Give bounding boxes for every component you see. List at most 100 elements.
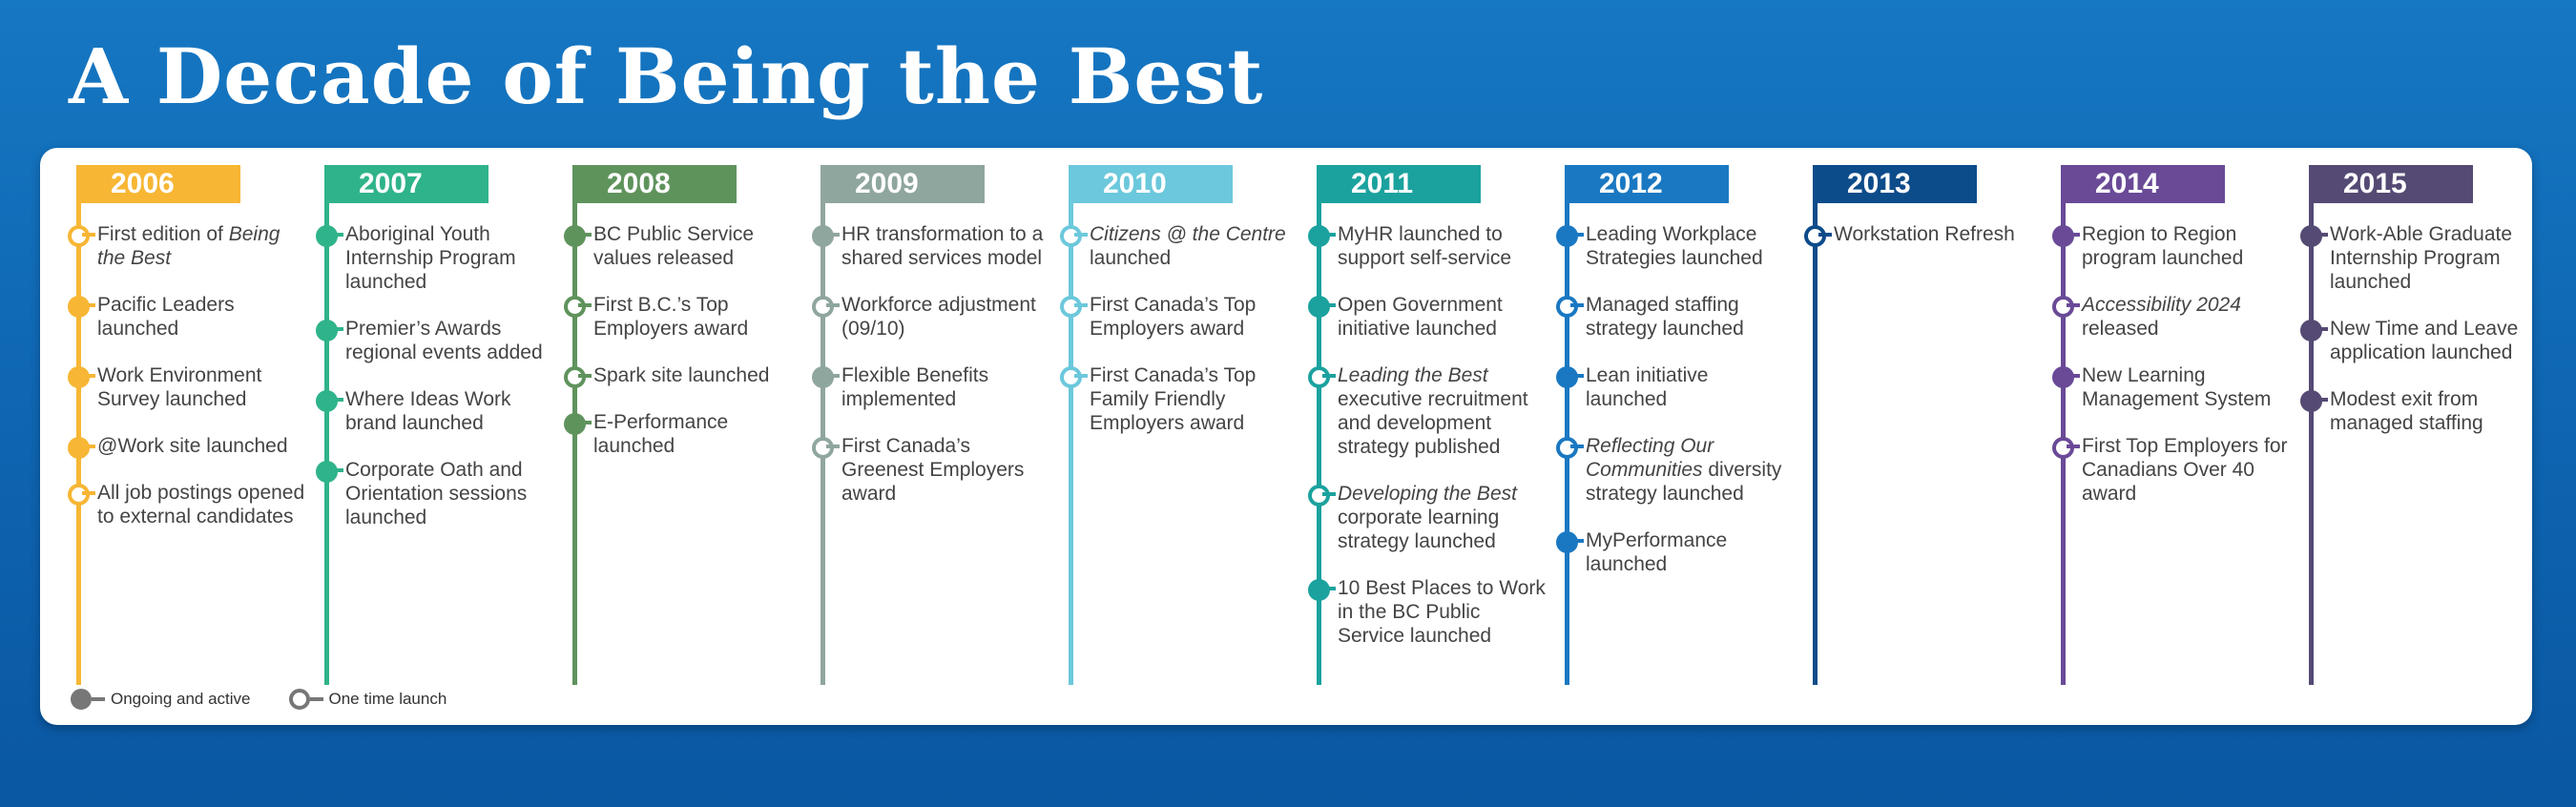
event-tick	[82, 491, 95, 495]
event-text: First Top Employers for Canadians Over 4…	[2082, 435, 2288, 505]
event-tick	[330, 233, 343, 237]
event-text: New Learning Management System	[2082, 364, 2272, 410]
event-list: First edition of Being the Best Pacific L…	[59, 222, 305, 551]
event-tick	[2315, 327, 2328, 331]
year-column-2008: 2008 BC Public Service values released Fir…	[555, 165, 801, 685]
event-tick	[1322, 492, 1336, 496]
timeline-event: Work Environment Survey launched	[59, 363, 305, 411]
filled-dot-icon	[71, 689, 92, 710]
event-text: Corporate Oath and Orientation sessions …	[345, 459, 528, 528]
timeline-event: New Learning Management System	[2044, 363, 2290, 411]
legend: Ongoing and active One time launch	[71, 689, 485, 710]
event-text: Citizens @ the Centre launched	[1090, 223, 1286, 269]
event-tick	[330, 468, 343, 472]
timeline-event: Flexible Benefits implemented	[803, 363, 1049, 411]
event-list: Leading Workplace Strategies launched Man…	[1548, 222, 1794, 599]
event-tick	[578, 303, 592, 307]
event-tick	[826, 374, 840, 378]
year-column-2014: 2014 Region to Region program launched Acc…	[2044, 165, 2290, 685]
event-text: Where Ideas Work brand launched	[345, 388, 511, 434]
year-label: 2015	[2309, 165, 2473, 203]
legend-one-time: One time launch	[288, 689, 447, 710]
event-tick	[1570, 303, 1584, 307]
year-column-2007: 2007 Aboriginal Youth Internship Program …	[307, 165, 553, 685]
event-tick	[330, 327, 343, 331]
event-title-italic: Being the Best	[97, 223, 280, 269]
year-label: 2008	[572, 165, 737, 203]
event-tick	[2315, 398, 2328, 402]
year-label: 2007	[324, 165, 488, 203]
event-text: Aboriginal Youth Internship Program laun…	[345, 223, 516, 293]
timeline-event: Corporate Oath and Orientation sessions …	[307, 458, 553, 529]
timeline-event: Spark site launched	[555, 363, 801, 388]
event-tick	[1570, 445, 1584, 448]
event-text: BC Public Service values released	[593, 223, 755, 269]
timeline-event: First Canada’s Top Employers award	[1051, 293, 1298, 341]
event-text: Workstation Refresh	[1834, 223, 2015, 245]
event-tick	[1074, 233, 1088, 237]
timeline-stem	[1813, 165, 1818, 685]
event-text: Open Government initiative launched	[1338, 294, 1503, 340]
timeline-event: First B.C.’s Top Employers award	[555, 293, 801, 341]
timeline-event: HR transformation to a shared services m…	[803, 222, 1049, 270]
event-text: Lean initiative launched	[1586, 364, 1709, 410]
year-column-2009: 2009 HR transformation to a shared servic…	[803, 165, 1049, 685]
legend-tick	[309, 697, 323, 701]
event-text: Developing the Best corporate learning s…	[1338, 483, 1517, 552]
timeline-event: Leading the Best executive recruitment a…	[1299, 363, 1546, 459]
timeline-event: @Work site launched	[59, 434, 305, 459]
timeline-event: Lean initiative launched	[1548, 363, 1794, 411]
event-tick	[2315, 233, 2328, 237]
year-label: 2014	[2061, 165, 2225, 203]
timeline-event: All job postings opened to external cand…	[59, 481, 305, 528]
event-tick	[82, 445, 95, 448]
event-text: Leading Workplace Strategies launched	[1586, 223, 1763, 269]
timeline-event: Open Government initiative launched	[1299, 293, 1546, 341]
event-tick	[1322, 374, 1336, 378]
event-text: First Canada’s Greenest Employers award	[841, 435, 1025, 505]
event-text: First Canada’s Top Family Friendly Emplo…	[1090, 364, 1257, 434]
timeline-event: Managed staffing strategy launched	[1548, 293, 1794, 341]
timeline-stem	[1565, 165, 1569, 685]
event-text: First edition of Being the Best	[97, 223, 280, 269]
event-text: MyPerformance launched	[1586, 529, 1728, 575]
event-tick	[330, 398, 343, 402]
timeline-stem	[821, 165, 825, 685]
event-text: Flexible Benefits implemented	[841, 364, 989, 410]
timeline-event: Modest exit from managed staffing	[2292, 387, 2538, 435]
event-title-italic: Citizens @ the Centre	[1090, 223, 1286, 245]
timeline-event: 10 Best Places to Work in the BC Public …	[1299, 576, 1546, 648]
timeline-stem	[2309, 165, 2314, 685]
event-tick	[578, 233, 592, 237]
timeline-event: First edition of Being the Best	[59, 222, 305, 270]
legend-one-time-label: One time launch	[328, 690, 447, 708]
event-text: First B.C.’s Top Employers award	[593, 294, 749, 340]
timeline-event: MyPerformance launched	[1548, 528, 1794, 576]
event-text: @Work site launched	[97, 435, 288, 457]
event-text: Leading the Best executive recruitment a…	[1338, 364, 1528, 458]
event-text: Pacific Leaders launched	[97, 294, 235, 340]
event-list: Citizens @ the Centre launched First Cana…	[1051, 222, 1298, 458]
event-tick	[1074, 374, 1088, 378]
legend-ongoing-label: Ongoing and active	[111, 690, 251, 708]
event-tick	[578, 374, 592, 378]
event-text: HR transformation to a shared services m…	[841, 223, 1044, 269]
event-text: E-Performance launched	[593, 411, 729, 457]
timeline-event: Premier’s Awards regional events added	[307, 317, 553, 364]
year-column-2015: 2015 Work-Able Graduate Internship Progra…	[2292, 165, 2538, 685]
event-tick	[1570, 233, 1584, 237]
timeline-event: Citizens @ the Centre launched	[1051, 222, 1298, 270]
event-text: Managed staffing strategy launched	[1586, 294, 1744, 340]
year-label: 2011	[1317, 165, 1481, 203]
timeline-event: Developing the Best corporate learning s…	[1299, 482, 1546, 553]
event-list: MyHR launched to support self-service Ope…	[1299, 222, 1546, 671]
timeline-event: Where Ideas Work brand launched	[307, 387, 553, 435]
event-tick	[826, 233, 840, 237]
timeline-event: Accessibility 2024 released	[2044, 293, 2290, 341]
timeline-event: Region to Region program launched	[2044, 222, 2290, 270]
event-text: Modest exit from managed staffing	[2330, 388, 2483, 434]
timeline-event: Aboriginal Youth Internship Program laun…	[307, 222, 553, 294]
event-text: 10 Best Places to Work in the BC Public …	[1338, 577, 1546, 647]
year-label: 2006	[76, 165, 240, 203]
legend-ongoing: Ongoing and active	[71, 689, 251, 710]
